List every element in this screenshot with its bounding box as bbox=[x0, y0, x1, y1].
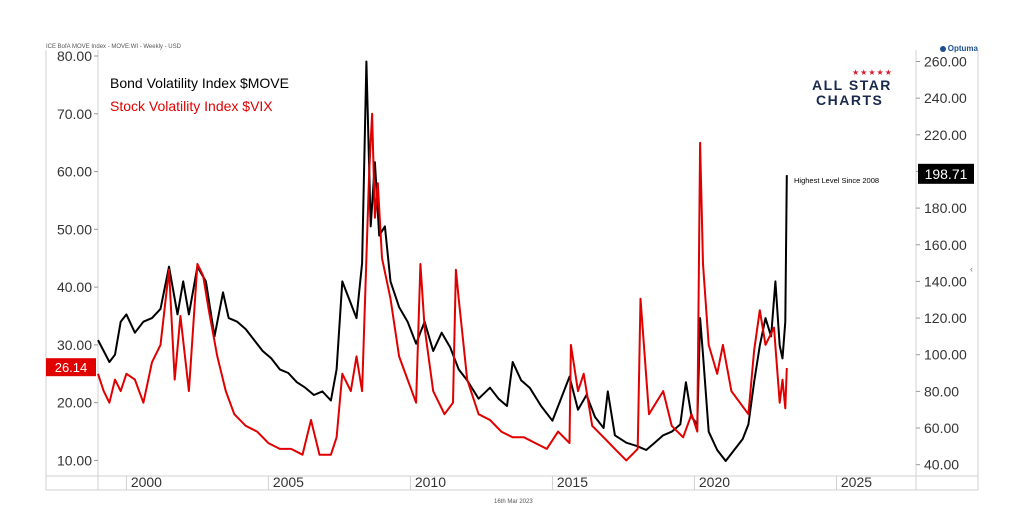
footer-date: 16th Mar 2023 bbox=[494, 499, 533, 505]
vix-series-line bbox=[97, 112, 788, 462]
x-tick-label: 2005 bbox=[273, 474, 304, 490]
logo-line1: ALL STAR bbox=[812, 77, 892, 93]
legend-move: Bond Volatility Index $MOVE bbox=[110, 75, 289, 91]
right-tick-label: 120.00 bbox=[924, 310, 967, 326]
left-tick-label: 80.00 bbox=[57, 48, 92, 64]
optuma-logo-icon bbox=[939, 46, 946, 52]
right-tick-label: 260.00 bbox=[924, 53, 967, 69]
right-tick-label: 140.00 bbox=[924, 273, 967, 289]
annotation-highest-level: Highest Level Since 2008 bbox=[794, 176, 880, 185]
logo-line2: CHARTS bbox=[816, 92, 884, 108]
move-series-line bbox=[97, 60, 788, 462]
vix-last-value-box bbox=[46, 358, 96, 377]
right-tick-label: 100.00 bbox=[924, 347, 967, 363]
collapse-arrow-icon[interactable]: ‹ bbox=[970, 264, 973, 274]
x-tick-label: 2015 bbox=[557, 474, 588, 490]
x-tick-label: 2010 bbox=[415, 474, 446, 490]
left-tick-label: 10.00 bbox=[57, 452, 92, 468]
left-tick-label: 60.00 bbox=[57, 164, 92, 180]
left-tick-label: 70.00 bbox=[57, 106, 92, 122]
all-star-charts-logo: ★★★★★ ALL STAR CHARTS bbox=[812, 68, 908, 108]
left-tick-label: 20.00 bbox=[57, 395, 92, 411]
source-title: ICE BofA MOVE Index - MOVE:WI - Weekly -… bbox=[46, 44, 181, 50]
chart-legend: Bond Volatility Index $MOVE Stock Volati… bbox=[110, 72, 289, 118]
right-tick-label: 160.00 bbox=[924, 237, 967, 253]
x-tick-label: 2000 bbox=[131, 474, 162, 490]
left-tick-label: 30.00 bbox=[57, 337, 92, 353]
optuma-brand: Optuma bbox=[939, 44, 978, 53]
right-tick-label: 80.00 bbox=[924, 383, 959, 399]
left-tick-label: 50.00 bbox=[57, 221, 92, 237]
right-tick-label: 180.00 bbox=[924, 200, 967, 216]
right-tick-label: 220.00 bbox=[924, 127, 967, 143]
x-tick-label: 2020 bbox=[699, 474, 730, 490]
vix-last-value-label: 26.14 bbox=[55, 360, 88, 375]
right-tick-label: 40.00 bbox=[924, 457, 959, 473]
left-tick-label: 40.00 bbox=[57, 279, 92, 295]
move-last-value-label: 198.71 bbox=[925, 166, 968, 182]
move-last-value-box bbox=[918, 163, 974, 184]
logo-stars-icon: ★★★★★ bbox=[852, 68, 893, 77]
x-tick-label: 2025 bbox=[841, 474, 872, 490]
right-tick-label: 60.00 bbox=[924, 420, 959, 436]
optuma-brand-text: Optuma bbox=[947, 44, 978, 53]
legend-vix: Stock Volatility Index $VIX bbox=[110, 98, 273, 114]
right-tick-label: 240.00 bbox=[924, 90, 967, 106]
